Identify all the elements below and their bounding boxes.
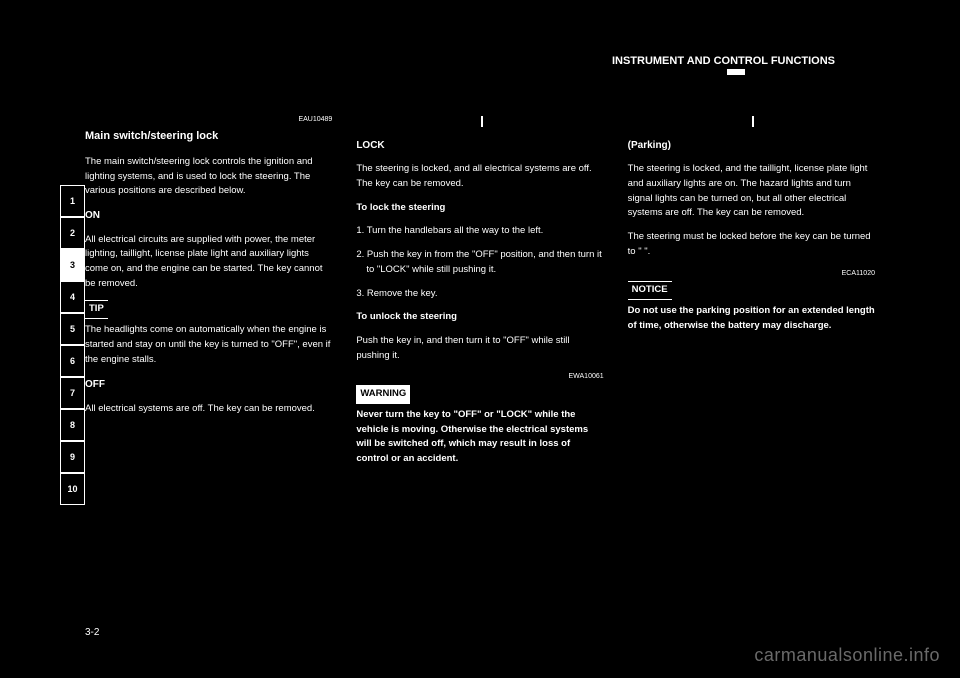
warning-box: EWA10061 WARNING Never turn the key to "…	[356, 372, 603, 466]
page-number: 3-2	[85, 627, 99, 638]
parking-text-2: The steering must be locked before the k…	[628, 230, 875, 259]
parking-text: The steering is locked, and the tailligh…	[628, 162, 875, 221]
col1-title: Main switch/steering lock	[85, 128, 332, 145]
unlock-text: Push the key in, and then turn it to "OF…	[356, 334, 603, 363]
column-2: LOCK The steering is locked, and all ele…	[356, 115, 603, 476]
lock-step-1: 1. Turn the handlebars all the way to th…	[356, 224, 603, 239]
off-text: All electrical systems are off. The key …	[85, 402, 332, 417]
lock-step-3: 3. Remove the key.	[356, 287, 603, 302]
on-heading: ON	[85, 208, 332, 224]
notice-code: ECA11020	[628, 269, 875, 280]
tab-3[interactable]: 3	[60, 249, 85, 281]
manual-page: INSTRUMENT AND CONTROL FUNCTIONS 1 2 3 4…	[85, 55, 875, 610]
tab-2[interactable]: 2	[60, 217, 85, 249]
col3-marker	[752, 116, 754, 127]
tab-5[interactable]: 5	[60, 313, 85, 345]
warning-label: WARNING	[356, 385, 410, 404]
on-text: All electrical circuits are supplied wit…	[85, 233, 332, 292]
notice-text: Do not use the parking position for an e…	[628, 304, 875, 333]
tip-box: TIP The headlights come on automatically…	[85, 300, 332, 367]
header-marker	[727, 69, 745, 75]
notice-box: ECA11020 NOTICE Do not use the parking p…	[628, 269, 875, 334]
notice-label: NOTICE	[628, 281, 672, 300]
chapter-tabs: 1 2 3 4 5 6 7 8 9 10	[60, 185, 85, 505]
col1-intro: The main switch/steering lock controls t…	[85, 155, 332, 199]
parking-heading: (Parking)	[628, 138, 875, 154]
content-columns: EAU10489 Main switch/steering lock The m…	[85, 105, 875, 476]
lock-step-2: 2. Push the key in from the "OFF" positi…	[356, 248, 603, 277]
to-unlock-head: To unlock the steering	[356, 310, 603, 325]
tab-6[interactable]: 6	[60, 345, 85, 377]
section-title: INSTRUMENT AND CONTROL FUNCTIONS	[612, 55, 835, 67]
tab-8[interactable]: 8	[60, 409, 85, 441]
lock-text: The steering is locked, and all electric…	[356, 162, 603, 191]
page-header: INSTRUMENT AND CONTROL FUNCTIONS	[85, 55, 875, 85]
tip-label: TIP	[85, 300, 108, 319]
warn-code: EWA10061	[356, 372, 603, 383]
column-1: EAU10489 Main switch/steering lock The m…	[85, 115, 332, 476]
lock-heading: LOCK	[356, 138, 603, 154]
tip-text: The headlights come on automatically whe…	[85, 323, 332, 367]
to-lock-head: To lock the steering	[356, 201, 603, 216]
tab-1[interactable]: 1	[60, 185, 85, 217]
ref-code: EAU10489	[85, 115, 332, 126]
watermark: carmanualsonline.info	[754, 645, 940, 666]
col2-marker	[481, 116, 483, 127]
column-3: (Parking) The steering is locked, and th…	[628, 115, 875, 476]
tab-7[interactable]: 7	[60, 377, 85, 409]
off-heading: OFF	[85, 377, 332, 393]
tab-9[interactable]: 9	[60, 441, 85, 473]
tab-10[interactable]: 10	[60, 473, 85, 505]
warning-text: Never turn the key to "OFF" or "LOCK" wh…	[356, 408, 603, 467]
tab-4[interactable]: 4	[60, 281, 85, 313]
